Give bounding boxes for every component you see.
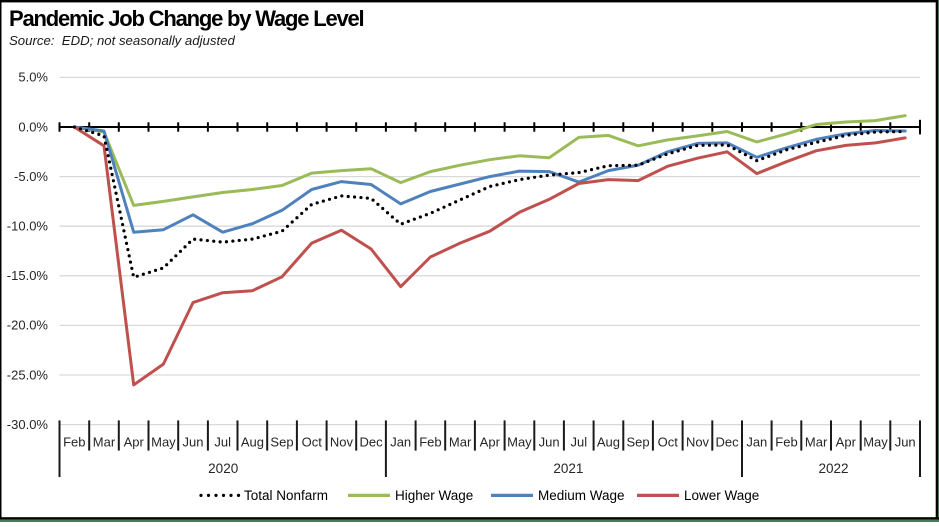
svg-text:-10.0%: -10.0% <box>7 219 49 234</box>
svg-text:Oct: Oct <box>658 435 679 450</box>
svg-text:May: May <box>507 435 532 450</box>
svg-text:0.0%: 0.0% <box>18 119 48 134</box>
svg-text:Nov: Nov <box>686 435 710 450</box>
svg-text:Lower Wage: Lower Wage <box>684 488 759 503</box>
svg-text:Jun: Jun <box>895 435 916 450</box>
svg-text:5.0%: 5.0% <box>18 70 48 85</box>
svg-text:2021: 2021 <box>553 461 583 476</box>
svg-text:-15.0%: -15.0% <box>7 268 49 283</box>
svg-text:-30.0%: -30.0% <box>7 417 49 432</box>
svg-text:May: May <box>863 435 888 450</box>
svg-text:Total Nonfarm: Total Nonfarm <box>244 488 328 503</box>
svg-text:Aug: Aug <box>597 435 620 450</box>
svg-text:May: May <box>151 435 176 450</box>
svg-text:2020: 2020 <box>208 461 238 476</box>
svg-text:2022: 2022 <box>818 461 848 476</box>
svg-text:Sep: Sep <box>627 435 650 450</box>
svg-text:Nov: Nov <box>330 435 354 450</box>
svg-text:-20.0%: -20.0% <box>7 318 49 333</box>
svg-text:Source: EDD; not seasonally a: Source: EDD; not seasonally adjusted <box>9 33 235 48</box>
svg-text:Jul: Jul <box>570 435 587 450</box>
svg-text:Jun: Jun <box>539 435 560 450</box>
svg-text:-25.0%: -25.0% <box>7 367 49 382</box>
svg-text:Apr: Apr <box>480 435 501 450</box>
svg-text:-5.0%: -5.0% <box>14 169 48 184</box>
svg-text:Apr: Apr <box>124 435 145 450</box>
svg-text:Feb: Feb <box>775 435 797 450</box>
svg-text:Dec: Dec <box>360 435 384 450</box>
svg-text:Feb: Feb <box>63 435 85 450</box>
svg-text:Medium Wage: Medium Wage <box>538 488 625 503</box>
svg-text:Apr: Apr <box>836 435 857 450</box>
svg-text:Dec: Dec <box>716 435 740 450</box>
svg-text:Oct: Oct <box>302 435 323 450</box>
svg-text:Aug: Aug <box>241 435 264 450</box>
svg-text:Sep: Sep <box>270 435 293 450</box>
svg-text:Pandemic Job Change by Wage Le: Pandemic Job Change by Wage Level <box>9 6 364 31</box>
svg-text:Mar: Mar <box>93 435 116 450</box>
svg-text:Mar: Mar <box>805 435 828 450</box>
svg-text:Jan: Jan <box>390 435 411 450</box>
svg-text:Jan: Jan <box>746 435 767 450</box>
svg-text:Feb: Feb <box>419 435 441 450</box>
svg-text:Higher Wage: Higher Wage <box>395 488 473 503</box>
svg-text:Mar: Mar <box>449 435 472 450</box>
svg-text:Jun: Jun <box>183 435 204 450</box>
svg-text:Jul: Jul <box>214 435 231 450</box>
